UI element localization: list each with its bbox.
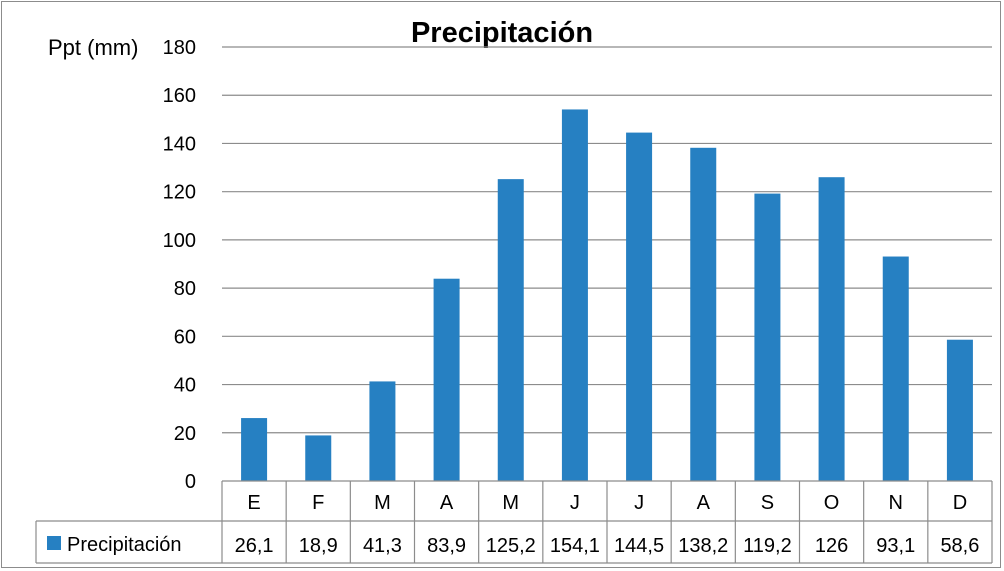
- bar: [690, 147, 717, 482]
- table-value-cell: 144,5: [614, 535, 664, 557]
- x-category-label: S: [761, 492, 774, 514]
- y-tick-label: 20: [174, 423, 196, 445]
- table-value-cell: 18,9: [299, 535, 338, 557]
- bar: [497, 179, 524, 481]
- y-tick-label: 100: [163, 230, 196, 252]
- x-category-label: A: [697, 492, 711, 514]
- bar: [241, 418, 268, 481]
- bar: [754, 193, 781, 481]
- gridlines: [222, 46, 992, 434]
- bar: [946, 339, 973, 481]
- x-category-label: O: [824, 492, 840, 514]
- table-value-cell: 26,1: [235, 535, 274, 557]
- bar: [626, 132, 653, 481]
- bar: [433, 278, 460, 481]
- y-tick-label: 60: [174, 326, 196, 348]
- x-category-label: D: [953, 492, 967, 514]
- y-axis-label: Ppt (mm): [48, 35, 138, 60]
- bar: [561, 109, 588, 481]
- x-category-label: N: [889, 492, 903, 514]
- bars: [241, 109, 973, 482]
- x-category-label: E: [247, 492, 260, 514]
- x-category-label: J: [570, 492, 580, 514]
- bar: [818, 177, 845, 481]
- y-axis-ticks: 0 20 40 60 80 100 120 140 160 180: [163, 37, 196, 493]
- y-tick-label: 80: [174, 278, 196, 300]
- y-tick-label: 40: [174, 375, 196, 397]
- legend-series-name: Precipitación: [67, 534, 182, 556]
- table-value-cell: 41,3: [363, 535, 402, 557]
- table-value-cell: 58,6: [940, 535, 979, 557]
- data-table: E F M A M J J A S O N D 26,1 18,9 41,3 83,9 125,2 154,1 14…: [35, 480, 993, 564]
- x-category-label: M: [502, 492, 519, 514]
- y-tick-label: 120: [163, 182, 196, 204]
- y-tick-label: 160: [163, 85, 196, 107]
- x-category-label: J: [634, 492, 644, 514]
- table-value-cell: 83,9: [427, 535, 466, 557]
- legend-swatch: [47, 536, 61, 550]
- table-value-cell: 126: [815, 535, 848, 557]
- x-category-label: F: [312, 492, 324, 514]
- table-value-cell: 119,2: [743, 535, 792, 557]
- y-tick-label: 140: [163, 133, 196, 155]
- table-value-cell: 125,2: [486, 535, 536, 557]
- bar: [305, 435, 332, 481]
- bar: [882, 256, 909, 481]
- x-category-label: M: [374, 492, 391, 514]
- bar: [369, 381, 396, 481]
- table-value-cell: 154,1: [550, 535, 600, 557]
- chart-title: Precipitación: [411, 17, 593, 49]
- table-value-cell: 93,1: [876, 535, 915, 557]
- x-category-label: A: [440, 492, 454, 514]
- table-value-cell: 138,2: [678, 535, 728, 557]
- y-tick-label: 180: [163, 37, 196, 59]
- y-tick-label: 0: [185, 471, 196, 493]
